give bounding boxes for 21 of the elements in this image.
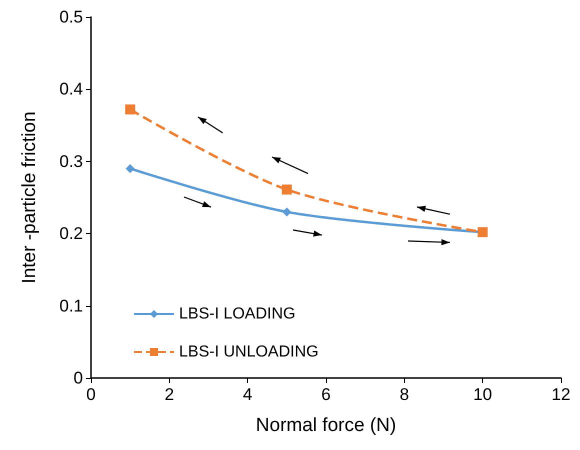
y-tick-label: 0.1: [59, 296, 83, 316]
point: [125, 104, 136, 114]
x-tick-label: 2: [164, 385, 174, 404]
x-tick-label: 12: [552, 385, 570, 404]
point: [282, 184, 292, 195]
y-tick-label: 0: [74, 368, 83, 388]
legend-label: LBS-I UNLOADING: [179, 344, 319, 360]
point: [126, 164, 135, 174]
y-tick-label: 0.2: [59, 224, 83, 244]
y-tick-label: 0.3: [59, 152, 83, 171]
x-axis-title: Normal force (N): [256, 415, 396, 436]
y-axis-title: Inter -particle friction: [19, 111, 40, 284]
x-tick-label: 10: [473, 385, 492, 404]
x-tick-label: 6: [321, 385, 331, 404]
x-tick-label: 8: [400, 385, 410, 404]
x-tick-label: 0: [86, 385, 96, 404]
x-tick-label: 4: [242, 385, 252, 404]
y-tick-label: 0.4: [59, 80, 83, 99]
legend-label: LBS-I LOADING: [179, 306, 296, 322]
point: [282, 207, 292, 216]
y-tick-label: 0.5: [59, 8, 83, 26]
